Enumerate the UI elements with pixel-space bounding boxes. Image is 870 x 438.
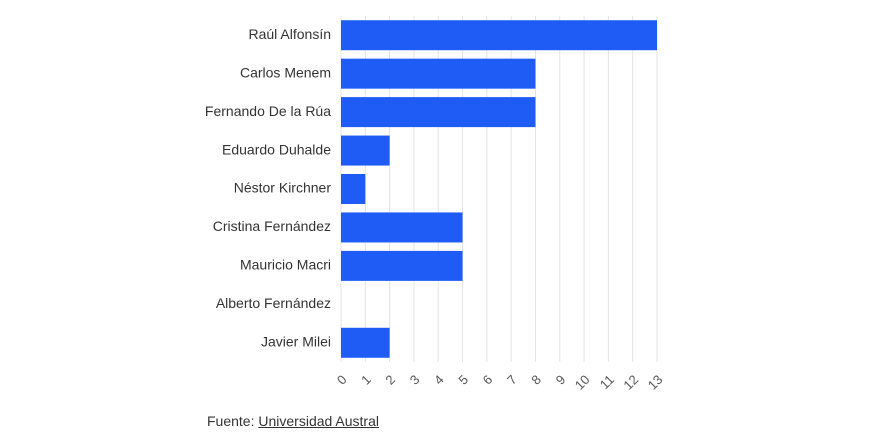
y-tick-label: Fernando De la Rúa — [205, 103, 331, 119]
y-tick-label: Mauricio Macri — [240, 257, 331, 273]
x-tick-label: 5 — [455, 372, 471, 388]
bar — [341, 20, 657, 51]
bar — [341, 135, 390, 166]
x-tick-label: 10 — [572, 372, 593, 393]
y-tick-label: Eduardo Duhalde — [222, 141, 331, 157]
y-tick-label: Raúl Alfonsín — [249, 26, 332, 42]
bar — [341, 212, 463, 243]
x-tick-label: 2 — [382, 372, 398, 388]
y-tick-label: Alberto Fernández — [216, 295, 331, 311]
bar — [341, 327, 390, 358]
x-tick-label: 11 — [597, 372, 617, 392]
bar — [341, 250, 463, 281]
y-tick-label: Javier Milei — [261, 333, 331, 349]
x-tick-label: 8 — [528, 372, 544, 388]
x-tick-label: 7 — [504, 372, 520, 388]
y-tick-label: Néstor Kirchner — [234, 180, 332, 196]
x-tick-label: 1 — [358, 372, 374, 388]
footer: Fuente: Universidad Austral — [207, 413, 379, 429]
x-tick-label: 6 — [480, 372, 496, 388]
bar — [341, 58, 536, 89]
x-tick-label: 4 — [431, 372, 447, 388]
x-tick-label: 9 — [553, 372, 569, 388]
source-link[interactable]: Universidad Austral — [258, 413, 379, 429]
y-tick-label: Carlos Menem — [240, 64, 331, 80]
x-tick-label: 0 — [334, 372, 350, 388]
y-tick-label: Cristina Fernández — [213, 218, 331, 234]
x-tick-label: 3 — [407, 372, 423, 388]
x-tick-label: 13 — [645, 372, 666, 393]
x-tick-label: 12 — [620, 372, 641, 393]
bar — [341, 97, 536, 128]
bar — [341, 174, 366, 204]
source-label: Fuente: — [207, 413, 255, 429]
